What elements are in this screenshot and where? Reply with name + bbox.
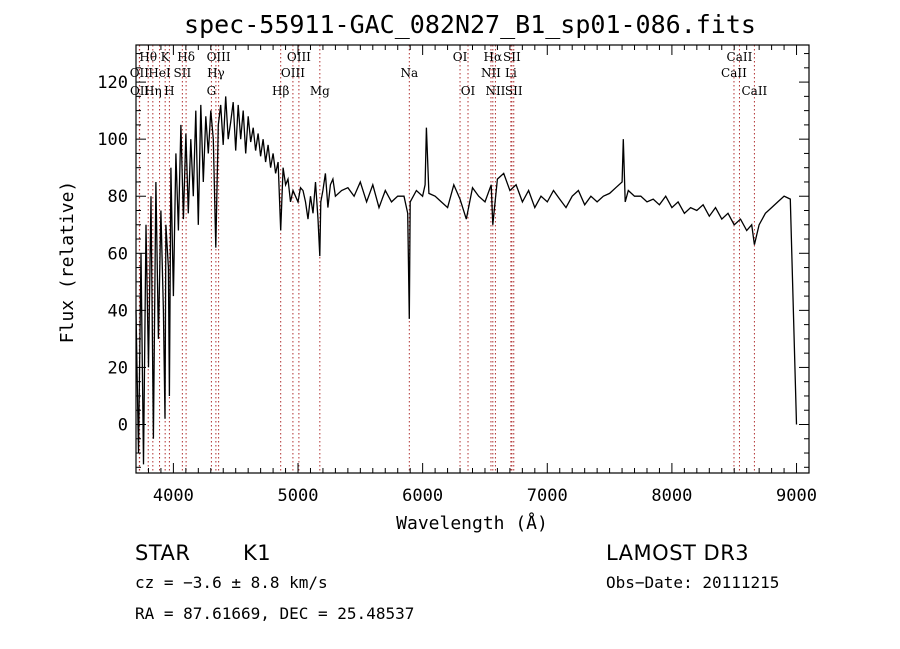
y-tick-label-0: 0 <box>118 415 128 435</box>
line-label-6: H <box>164 84 174 98</box>
line-label-7: Hδ <box>177 50 195 64</box>
line-label-3: Hη <box>144 84 162 98</box>
line-label-1: OII <box>130 66 150 80</box>
coords-text: RA = 87.61669, DEC = 25.48537 <box>135 604 414 623</box>
line-label-0: Hθ <box>139 50 157 64</box>
y-tick-label-40: 40 <box>108 301 128 321</box>
spectrum-line <box>135 96 798 465</box>
line-label-14: OIII <box>281 66 305 80</box>
line-label-9: OIII <box>207 50 231 64</box>
line-label-2: OII <box>130 84 150 98</box>
chart-title: spec-55911-GAC_082N27_B1_sp01-086.fits <box>184 10 756 39</box>
line-label-27: CaII <box>741 84 767 98</box>
y-axis-ticks: 0 20 40 60 80 100 120 <box>97 53 809 468</box>
line-label-23: NII <box>485 84 505 98</box>
redshift-text: cz = −3.6 ± 8.8 km/s <box>135 573 328 592</box>
x-tick-label-9000: 9000 <box>776 486 817 506</box>
line-label-20: SII <box>503 50 521 64</box>
x-tick-label-4000: 4000 <box>153 486 194 506</box>
x-tick-label-5000: 5000 <box>278 486 319 506</box>
x-tick-label-7000: 7000 <box>527 486 568 506</box>
line-label-16: Na <box>400 66 418 80</box>
x-tick-label-6000: 6000 <box>402 486 443 506</box>
line-label-4: K <box>161 50 171 64</box>
object-class: STAR <box>135 541 190 565</box>
line-label-10: Hγ <box>207 66 225 80</box>
x-axis-ticks: 4000 5000 6000 7000 8000 9000 <box>135 45 817 506</box>
line-label-11: G <box>207 84 217 98</box>
line-label-13: OIII <box>287 50 311 64</box>
line-label-26: CaII <box>721 66 747 80</box>
line-label-22: Li <box>505 66 517 80</box>
line-markers <box>138 45 755 473</box>
line-label-24: SII <box>505 84 523 98</box>
y-tick-label-120: 120 <box>97 73 128 93</box>
y-tick-label-100: 100 <box>97 130 128 150</box>
y-axis-label: Flux (relative) <box>57 181 78 344</box>
y-tick-label-60: 60 <box>108 244 128 264</box>
line-label-15: Mg <box>310 84 330 98</box>
line-label-5: HeI <box>148 66 171 80</box>
object-subclass: K1 <box>243 541 271 565</box>
x-axis-label: Wavelength (Å) <box>396 512 548 534</box>
y-tick-label-80: 80 <box>108 187 128 207</box>
plot-frame <box>135 44 810 474</box>
x-tick-label-8000: 8000 <box>651 486 692 506</box>
line-label-19: Hα <box>484 50 503 64</box>
line-label-8: SII <box>174 66 192 80</box>
line-label-17: OI <box>453 50 468 64</box>
obs-date-text: Obs−Date: 20111215 <box>606 573 779 592</box>
survey-name: LAMOST DR3 <box>606 541 749 565</box>
line-label-12: Hβ <box>272 84 289 98</box>
line-label-18: OI <box>461 84 476 98</box>
y-tick-label-20: 20 <box>108 358 128 378</box>
line-label-21: NII <box>481 66 501 80</box>
line-label-25: CaII <box>727 50 753 64</box>
